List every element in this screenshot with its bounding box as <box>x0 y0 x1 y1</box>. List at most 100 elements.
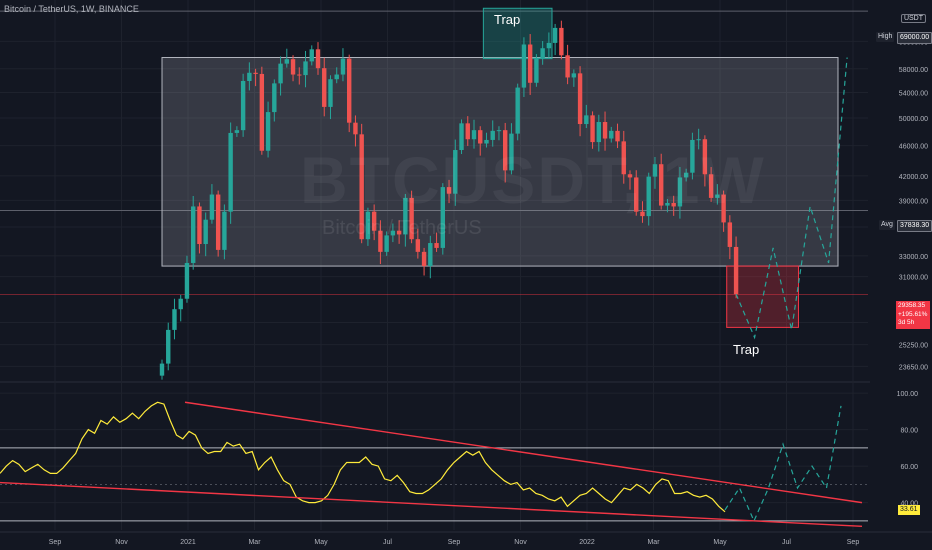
candle-body <box>309 49 314 62</box>
candle-body <box>696 139 701 141</box>
candle-body <box>297 74 302 76</box>
rsi-panel[interactable] <box>0 401 868 528</box>
candle-body <box>328 79 333 107</box>
candle-body <box>702 139 708 175</box>
candle-body <box>172 309 177 330</box>
candle-body <box>546 42 552 49</box>
candle-body <box>733 246 739 295</box>
candle-body <box>209 194 215 220</box>
avg-value-tag: 37838.30 <box>897 220 932 232</box>
candle-body <box>396 230 402 235</box>
candle-body <box>552 27 558 43</box>
trap-top-label: Trap <box>494 12 521 27</box>
candle-body <box>509 133 514 171</box>
time-tick-label: Sep <box>49 539 62 546</box>
candle-body <box>290 59 296 75</box>
candle-body <box>646 176 651 217</box>
chart-title: Bitcoin / TetherUS, 1W, BINANCE <box>4 4 139 14</box>
time-tick-label: Sep <box>847 539 860 546</box>
candle-body <box>303 61 308 76</box>
candle-body <box>659 164 664 206</box>
trap-bottom-label: Trap <box>733 342 760 357</box>
last-price-value: 29358.35 <box>898 302 926 309</box>
price-tick-label: 46000.00 <box>899 144 928 151</box>
time-tick-label: 2022 <box>579 539 595 546</box>
candle-body <box>259 73 265 151</box>
price-tick-label: 58000.00 <box>899 67 928 74</box>
candle-body <box>159 363 165 376</box>
candle-body <box>347 58 352 123</box>
grid-layer <box>0 0 932 530</box>
candle-body <box>284 59 289 64</box>
candle-body <box>409 197 414 240</box>
candle-body <box>615 130 620 142</box>
candle-body <box>478 130 483 144</box>
candle-body <box>440 187 445 248</box>
candle-body <box>677 177 683 207</box>
candle-body <box>178 298 183 310</box>
candle-body <box>609 130 614 139</box>
candle-body <box>571 73 577 78</box>
candle-body <box>521 44 527 88</box>
candle-body <box>565 55 570 78</box>
time-tick-label: Jul <box>782 539 791 546</box>
candle-body <box>459 123 464 151</box>
trap-bottom-box <box>726 265 799 328</box>
price-scale-bg <box>870 0 932 550</box>
time-tick-label: May <box>713 539 727 546</box>
price-panel[interactable] <box>0 7 868 380</box>
candle-body <box>421 251 427 267</box>
time-tick-label: Nov <box>115 539 128 546</box>
change-percent: +195.61% <box>898 310 928 318</box>
candle-body <box>446 187 452 194</box>
candle-body <box>434 243 439 248</box>
rsi-tick-label: 40.00 <box>900 501 918 508</box>
candle-body <box>596 122 601 143</box>
candle-body <box>265 112 271 151</box>
candle-body <box>690 139 695 173</box>
candle-body <box>334 74 339 80</box>
candle-body <box>203 219 208 245</box>
time-tick-label: Sep <box>448 539 461 546</box>
candle-body <box>415 239 421 252</box>
candle-body <box>683 172 689 178</box>
price-tick-label: 42000.00 <box>899 174 928 181</box>
rsi-value-tag: 33.61 <box>898 505 920 515</box>
candle-body <box>540 48 545 59</box>
candle-body <box>215 194 221 250</box>
candle-body <box>234 130 240 133</box>
candle-body <box>471 130 477 140</box>
candle-body <box>253 72 258 74</box>
name-watermark: Bitcoin / TetherUS <box>322 217 482 239</box>
rsi-line <box>0 401 726 513</box>
candle-body <box>384 235 389 252</box>
candle-body <box>428 243 433 267</box>
rsi-lower-trendline <box>0 481 863 528</box>
candle-body <box>197 206 202 245</box>
candle-body <box>322 68 327 107</box>
time-tick-label: 2021 <box>180 539 196 546</box>
time-axis-bg <box>0 532 932 550</box>
rsi-tick-label: 80.00 <box>900 428 918 435</box>
candle-body <box>721 194 726 223</box>
candle-body <box>166 329 171 364</box>
candle-body <box>453 150 458 194</box>
candle-body <box>665 202 670 206</box>
high-label: High <box>876 32 895 42</box>
candle-body <box>340 58 346 75</box>
avg-label: Avg <box>879 220 895 230</box>
candle-body <box>278 63 283 84</box>
candle-body <box>359 134 364 240</box>
price-tick-label: 31000.00 <box>899 275 928 282</box>
candle-body <box>527 44 533 83</box>
candle-body <box>353 122 358 135</box>
currency-badge[interactable]: USDT <box>900 14 926 23</box>
candle-body <box>534 58 539 83</box>
last-price-tag: 29358.35 +195.61% 3d 5h <box>896 301 930 329</box>
candle-body <box>584 115 589 125</box>
candle-body <box>465 123 470 140</box>
candle-body <box>627 174 633 178</box>
time-tick-label: Mar <box>248 539 261 546</box>
